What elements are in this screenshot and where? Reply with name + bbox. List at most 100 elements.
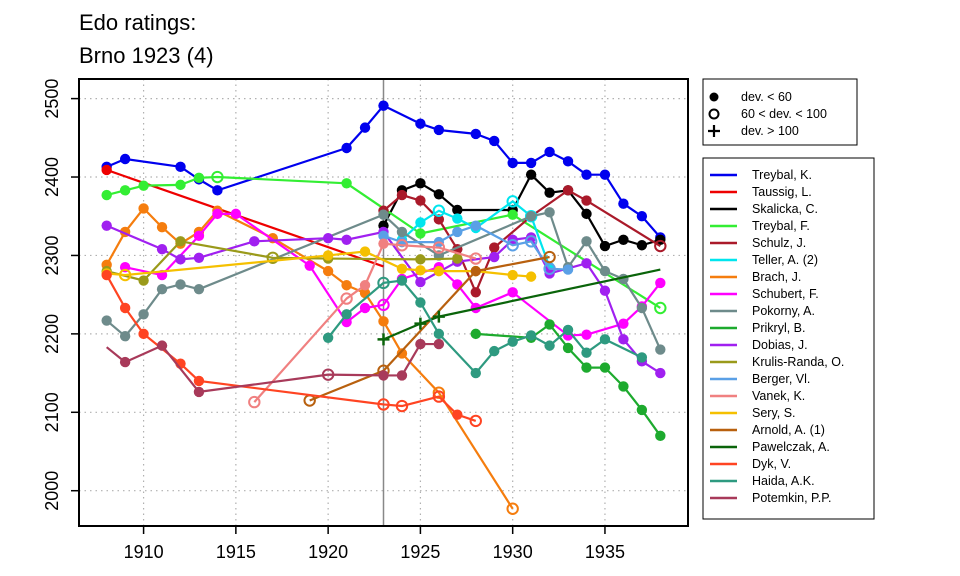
data-point [433, 124, 445, 136]
data-point [156, 340, 168, 351]
data-point [156, 283, 168, 295]
series-legend-label: Schubert, F. [752, 287, 819, 301]
data-point [507, 209, 518, 220]
data-point [193, 386, 205, 398]
data-point [544, 207, 555, 218]
data-point [525, 271, 537, 282]
data-point [507, 157, 518, 169]
data-point [636, 404, 648, 416]
data-point-open [340, 292, 353, 305]
data-point [175, 279, 186, 290]
data-point [193, 252, 205, 263]
data-point [101, 164, 112, 176]
data-point-plus [432, 310, 445, 323]
data-point [452, 253, 463, 264]
data-point [562, 264, 574, 275]
series-line [105, 274, 477, 422]
data-point-open [248, 395, 261, 409]
series-legend-label: Haida, A.K. [752, 474, 815, 488]
marker-legend-item: dev. < 60 [709, 90, 792, 104]
data-point [193, 283, 205, 295]
series-legend-label: Dobias, J. [752, 338, 808, 352]
series-legend-item: Sery, S. [710, 406, 796, 420]
series-legend-label: Pawelczak, A. [752, 440, 830, 454]
data-point-open [432, 241, 446, 254]
data-point [175, 254, 186, 265]
data-point [452, 409, 463, 420]
plot-frame [78, 78, 689, 527]
data-point [618, 318, 629, 329]
marker-plus [708, 125, 720, 137]
data-point [212, 185, 223, 196]
marker-legend: dev. < 60 60 < dev. < 100 dev. > 100 [702, 78, 858, 146]
series-17 [101, 269, 482, 428]
y-tick-label: 2500 [42, 79, 62, 119]
x-tick-label: 1910 [124, 542, 164, 562]
data-point-open [321, 368, 335, 381]
data-point [378, 230, 389, 242]
data-point [544, 319, 555, 330]
series-14 [101, 246, 537, 282]
series-legend-label: Vanek, K. [752, 389, 805, 403]
data-point [175, 161, 186, 173]
series-legend-item: Schubert, F. [710, 287, 819, 301]
series-legend: Treybal, K. Taussig, L. Skalicka, C. Treyba… [702, 157, 875, 520]
data-point [562, 185, 574, 196]
series-legend-label: Treybal, F. [752, 219, 810, 233]
series-legend-item: Arnold, A. (1) [710, 423, 825, 437]
data-point [452, 213, 463, 224]
data-point [415, 195, 426, 206]
data-point [175, 179, 186, 191]
data-point-open [432, 390, 446, 403]
x-tick-label: 1935 [585, 542, 625, 562]
data-point [470, 128, 481, 140]
data-point [618, 334, 629, 345]
series-legend-item: Pokorny, A. [710, 304, 815, 318]
y-tick-label: 2300 [42, 235, 62, 275]
series-legend-label: Skalicka, C. [752, 202, 818, 216]
y-tick-label: 2400 [42, 157, 62, 197]
series-18 [322, 275, 648, 379]
series-legend-box [702, 157, 875, 520]
data-point [119, 331, 131, 342]
data-point [452, 226, 463, 238]
data-point [581, 347, 592, 358]
data-point-open [377, 398, 390, 411]
data-point [101, 189, 112, 201]
data-point [156, 243, 168, 255]
data-point [193, 172, 205, 184]
data-point [618, 198, 629, 209]
data-point [415, 254, 426, 265]
y-tick-label: 2000 [42, 471, 62, 511]
data-point-open [469, 252, 482, 265]
data-point [636, 240, 648, 251]
data-point [581, 236, 592, 247]
data-point [156, 222, 168, 233]
series-legend-item: Pawelczak, A. [710, 440, 830, 454]
data-point [359, 280, 371, 291]
data-point [415, 118, 426, 129]
series-legend-item: Prikryl, B. [710, 321, 805, 335]
data-point [433, 189, 445, 200]
data-point [655, 367, 666, 379]
data-point [470, 287, 481, 298]
data-point [525, 211, 537, 222]
series-legend-label: Prikryl, B. [752, 321, 805, 335]
data-point [341, 142, 352, 154]
chart-title-line-1: Edo ratings: [79, 10, 196, 35]
data-point-open [506, 195, 519, 208]
data-point [599, 334, 611, 345]
data-point [415, 297, 426, 308]
data-point [138, 328, 149, 340]
data-point [562, 156, 574, 167]
data-point [193, 230, 205, 242]
data-point [378, 370, 389, 381]
data-point [655, 430, 666, 442]
data-point-open [377, 298, 390, 312]
data-point [507, 336, 518, 347]
data-point [562, 324, 574, 336]
series-legend-label: Dyk, V. [752, 457, 791, 471]
series-legend-item: Taussig, L. [710, 185, 812, 199]
y-tick-label: 2200 [42, 314, 62, 354]
